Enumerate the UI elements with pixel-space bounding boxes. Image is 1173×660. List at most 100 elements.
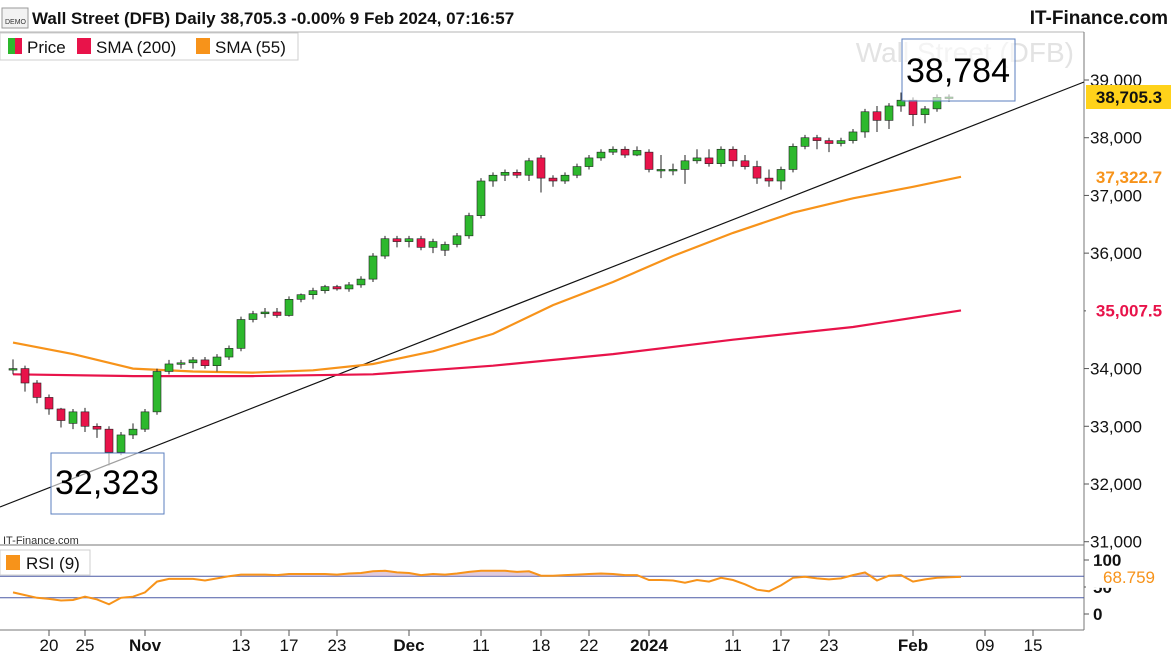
candle-body <box>212 356 222 366</box>
candle-body <box>560 174 570 182</box>
candle <box>908 97 918 127</box>
candle-body <box>80 411 90 427</box>
candle-body <box>8 368 18 371</box>
legend-box <box>0 32 299 61</box>
candle <box>248 310 258 323</box>
candle <box>884 103 894 130</box>
candle-body <box>452 235 462 245</box>
candle-body <box>164 363 174 372</box>
x-tick-label: 18 <box>532 636 551 655</box>
candle <box>212 354 222 372</box>
high-callout-label: 38,784 <box>906 52 1010 90</box>
candle-body <box>260 311 270 315</box>
candle <box>704 149 714 167</box>
candle-body <box>476 180 486 216</box>
candle <box>620 146 630 158</box>
legend-rsi: RSI (9) <box>26 554 80 573</box>
last-price-badge <box>1086 85 1171 110</box>
candle <box>236 316 246 352</box>
candle <box>872 105 882 132</box>
candle-body <box>416 238 426 248</box>
price-swatch-down <box>15 38 22 54</box>
candle-body <box>704 157 714 164</box>
candle-body <box>884 105 894 121</box>
candle <box>500 169 510 181</box>
y-tick-label: 31,000 <box>1090 533 1142 552</box>
candle-body <box>512 172 522 176</box>
x-tick-label: Dec <box>393 636 424 655</box>
price-legend: Price SMA (200) SMA (55) <box>0 32 299 61</box>
candle-body <box>572 166 582 176</box>
candle-body <box>644 151 654 170</box>
candle <box>536 155 546 193</box>
source-label: IT-Finance.com <box>3 535 79 547</box>
candle <box>80 407 90 433</box>
x-tick-label: 15 <box>1024 636 1043 655</box>
x-tick-label: 25 <box>76 636 95 655</box>
candle-body <box>812 137 822 141</box>
candle <box>128 423 138 439</box>
rsi-badge <box>1086 565 1171 588</box>
candle <box>668 163 678 176</box>
candle <box>320 284 330 294</box>
rsi-swatch <box>6 555 20 570</box>
candle <box>380 235 390 259</box>
trendline-path <box>0 81 1085 508</box>
candle <box>560 172 570 184</box>
legend-sma-55: SMA (55) <box>215 38 286 57</box>
candle <box>728 146 738 167</box>
candle-body <box>440 244 450 251</box>
candle <box>152 368 162 415</box>
candle-body <box>488 174 498 182</box>
candle <box>512 169 522 179</box>
candle-body <box>152 371 162 413</box>
x-tick-label: 23 <box>328 636 347 655</box>
candle <box>284 296 294 317</box>
candle <box>308 287 318 300</box>
candle <box>368 253 378 282</box>
candle-body <box>104 428 114 453</box>
rsi-tick-label: 100 <box>1093 551 1121 570</box>
candle <box>224 345 234 360</box>
candle <box>8 359 18 375</box>
candle-body <box>680 160 690 170</box>
candle-body <box>404 238 414 242</box>
candle <box>272 307 282 318</box>
legend-sma-200: SMA (200) <box>96 38 176 57</box>
x-tick-label: 17 <box>280 636 299 655</box>
sma-200-value-label: 35,007.5 <box>1096 301 1162 320</box>
x-tick-label: 11 <box>472 636 490 655</box>
candle <box>584 155 594 170</box>
sma-55-line <box>12 175 962 374</box>
x-axis-ticks: 20 25 Nov 13 17 23 Dec 11 18 22 2024 11 17 23 Feb 09 15 <box>40 630 1043 655</box>
candle <box>788 143 798 173</box>
candle-body <box>56 408 66 421</box>
rsi-value-label: 68.759 <box>1103 568 1155 587</box>
rsi-tick-label: 0 <box>1093 605 1102 624</box>
candle <box>896 92 906 112</box>
candle-body <box>200 359 210 366</box>
candle <box>692 149 702 164</box>
candle <box>596 149 606 161</box>
sma-200-badge <box>1086 298 1171 323</box>
y-tick-label: 33,000 <box>1090 417 1142 436</box>
candle-body <box>236 319 246 349</box>
candle <box>56 407 66 428</box>
sma-200-swatch <box>77 38 91 54</box>
candle <box>776 166 786 190</box>
x-tick-label: Feb <box>898 636 928 655</box>
sma-55-swatch <box>196 38 210 54</box>
candle <box>548 175 558 187</box>
x-tick-label: 13 <box>232 636 251 655</box>
candle-body <box>32 382 42 398</box>
rsi-panel <box>0 569 1084 606</box>
candle-body <box>596 151 606 159</box>
candle <box>176 359 186 369</box>
candle <box>572 163 582 179</box>
candle <box>428 238 438 254</box>
y-tick-label: 36,000 <box>1090 244 1142 263</box>
candle <box>812 134 822 150</box>
candle-body <box>896 99 906 107</box>
